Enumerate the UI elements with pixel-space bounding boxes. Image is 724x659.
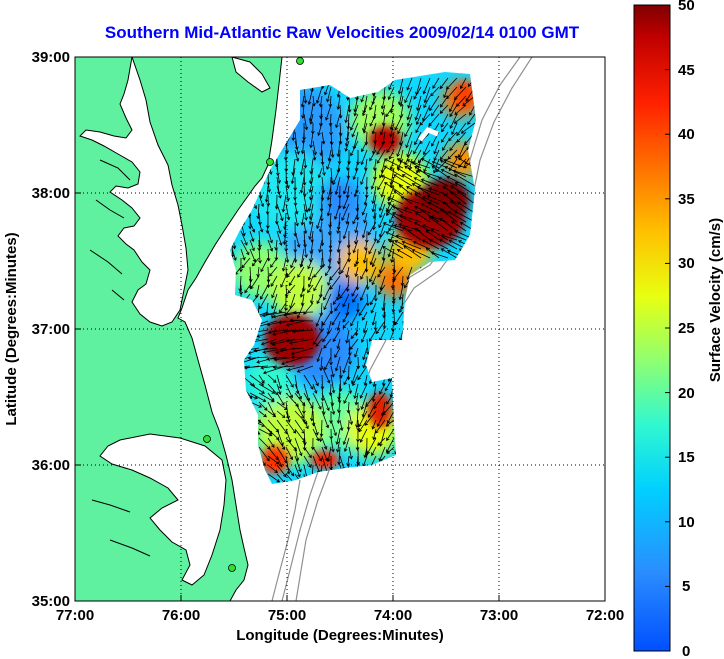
colorbar-tick-label: 45 — [678, 62, 695, 79]
x-axis-ticks: 77:00 76:00 75:00 74:00 73:00 72:00 — [56, 607, 624, 624]
radar-station-marker — [296, 57, 304, 65]
colorbar-tick-label: 20 — [678, 385, 695, 402]
x-axis-label: Longitude (Degrees:Minutes) — [236, 627, 444, 644]
colorbar-gradient — [633, 4, 671, 652]
y-tick-label: 36:00 — [32, 457, 70, 474]
delaware-bay — [231, 57, 271, 93]
y-tick-label: 39:00 — [32, 49, 70, 66]
y-tick-label: 37:00 — [32, 321, 70, 338]
colorbar-tick-label: 40 — [678, 126, 695, 143]
radar-station-marker — [203, 435, 211, 443]
colorbar-tick-label: 50 — [678, 0, 695, 14]
y-tick-label: 35:00 — [32, 593, 70, 610]
colorbar-tick-label: 35 — [678, 191, 695, 208]
map-plot-area — [75, 57, 605, 601]
y-axis-label: Latitude (Degrees:Minutes) — [3, 232, 20, 425]
x-tick-label: 77:00 — [56, 607, 94, 624]
x-tick-label: 75:00 — [268, 607, 306, 624]
colorbar-tick-label: 30 — [678, 255, 695, 272]
x-tick-label: 73:00 — [480, 607, 518, 624]
y-axis-ticks: 39:00 38:00 37:00 36:00 35:00 — [32, 49, 70, 610]
colorbar-tick-label: 5 — [682, 578, 690, 595]
colorbar-tick-label: 25 — [678, 320, 695, 337]
gridlines — [75, 57, 605, 601]
radar-stations — [203, 57, 304, 572]
radar-station-marker — [228, 564, 236, 572]
colorbar-tick-label: 15 — [678, 449, 695, 466]
x-tick-label: 72:00 — [586, 607, 624, 624]
chesapeake-bay — [79, 57, 189, 327]
x-tick-label: 76:00 — [162, 607, 200, 624]
colorbar-tick-label: 0 — [682, 643, 690, 659]
colorbar-tick-label: 10 — [678, 514, 695, 531]
colorbar-label: Surface Velocity (cm/s) — [707, 218, 724, 382]
y-tick-label: 38:00 — [32, 185, 70, 202]
pamlico-sound — [99, 433, 227, 586]
x-tick-label: 74:00 — [374, 607, 412, 624]
figure-title: Southern Mid-Atlantic Raw Velocities 200… — [105, 23, 580, 42]
radar-station-marker — [266, 158, 274, 166]
colorbar: 50 45 40 35 30 25 20 15 10 5 0 Surface V… — [633, 0, 724, 659]
